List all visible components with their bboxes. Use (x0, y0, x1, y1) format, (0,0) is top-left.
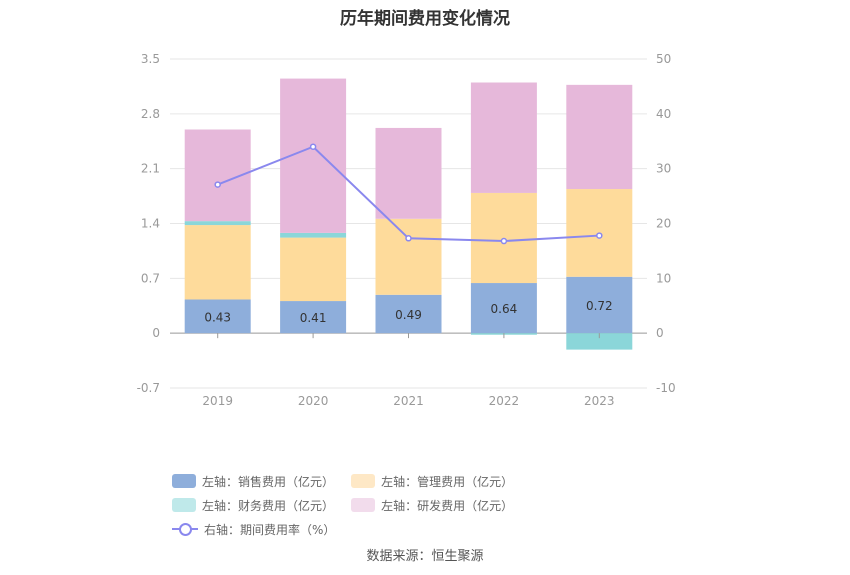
right-tick-label: 50 (656, 52, 671, 66)
legend-line-icon (172, 522, 198, 536)
left-tick-label: 3.5 (141, 52, 160, 66)
bar-segment-2-2020 (280, 232, 347, 238)
bar-data-label: 0.49 (395, 308, 422, 322)
legend-swatch-sales (172, 474, 196, 488)
bar-segment-3-2022 (470, 82, 537, 193)
x-tick-label: 2021 (393, 394, 424, 408)
bar-segment-2-2019 (184, 221, 251, 226)
bar-segment-0-2022 (470, 283, 537, 334)
expense-ratio-point (500, 237, 508, 245)
legend-label-sales: 左轴：销售费用（亿元） (202, 474, 335, 489)
bar-data-label: 0.64 (491, 302, 518, 316)
left-tick-label: -0.7 (137, 381, 160, 395)
bar-segment-3-2021 (375, 127, 442, 219)
x-tick-label: 2020 (298, 394, 329, 408)
left-tick-label: 1.4 (141, 217, 160, 231)
right-tick-label: 40 (656, 107, 671, 121)
bar-data-label: 0.41 (300, 311, 327, 325)
legend-swatch-admin (351, 474, 376, 488)
left-tick-label: 2.8 (141, 107, 160, 121)
legend-item-finance[interactable]: 左轴：财务费用（亿元） (172, 496, 334, 514)
left-tick-label: 0.7 (141, 271, 160, 285)
chart-legend: 左轴：销售费用（亿元） 左轴：管理费用（亿元） 左轴：财务费用（亿元） 左轴：研… (172, 472, 692, 544)
expense-ratio-point (405, 235, 412, 242)
bar-segment-0-2019 (184, 299, 251, 334)
bar-segment-0-2020 (280, 301, 347, 334)
bar-segment-0-2021 (375, 294, 442, 334)
expense-ratio-point (309, 143, 317, 150)
x-tick-label: 2019 (202, 394, 233, 408)
legend-label-admin: 左轴：管理费用（亿元） (381, 474, 514, 489)
legend-label-finance: 左轴：财务费用（亿元） (202, 498, 335, 513)
legend-swatch-finance (172, 498, 196, 512)
bar-segment-1-2021 (375, 218, 442, 295)
right-tick-label: 0 (656, 326, 664, 340)
right-tick-label: 30 (656, 162, 671, 176)
expense-ratio-point (214, 181, 221, 188)
bar-data-label: 0.43 (204, 310, 231, 324)
x-tick-label: 2022 (489, 394, 520, 408)
left-tick-label: 2.1 (141, 162, 160, 176)
legend-item-sales[interactable]: 左轴：销售费用（亿元） (172, 472, 334, 490)
legend-item-expense-ratio[interactable]: 右轴：期间费用率（%） (172, 520, 335, 538)
right-tick-label: 20 (656, 217, 671, 231)
legend-item-rd[interactable]: 左轴：研发费用（亿元） (351, 496, 513, 514)
right-tick-label: -10 (656, 381, 676, 395)
bar-segment-3-2023 (566, 84, 633, 190)
legend-item-admin[interactable]: 左轴：管理费用（亿元） (351, 472, 513, 490)
legend-label-expense-ratio: 右轴：期间费用率（%） (204, 522, 336, 537)
bar-segment-1-2019 (184, 225, 251, 300)
bar-data-label: 0.72 (586, 299, 613, 313)
expense-ratio-point (596, 232, 603, 239)
bar-segment-0-2023 (566, 276, 633, 334)
legend-swatch-rd (351, 498, 376, 512)
bar-segment-1-2020 (280, 237, 347, 302)
legend-label-rd: 左轴：研发费用（亿元） (381, 498, 514, 513)
right-tick-label: 10 (656, 271, 671, 285)
chart-title: 历年期间费用变化情况 (340, 9, 510, 29)
data-source: 数据来源：恒生聚源 (366, 549, 484, 564)
x-tick-label: 2023 (584, 394, 615, 408)
bar-segment-2-2023 (566, 333, 633, 350)
left-tick-label: 0 (152, 326, 160, 340)
